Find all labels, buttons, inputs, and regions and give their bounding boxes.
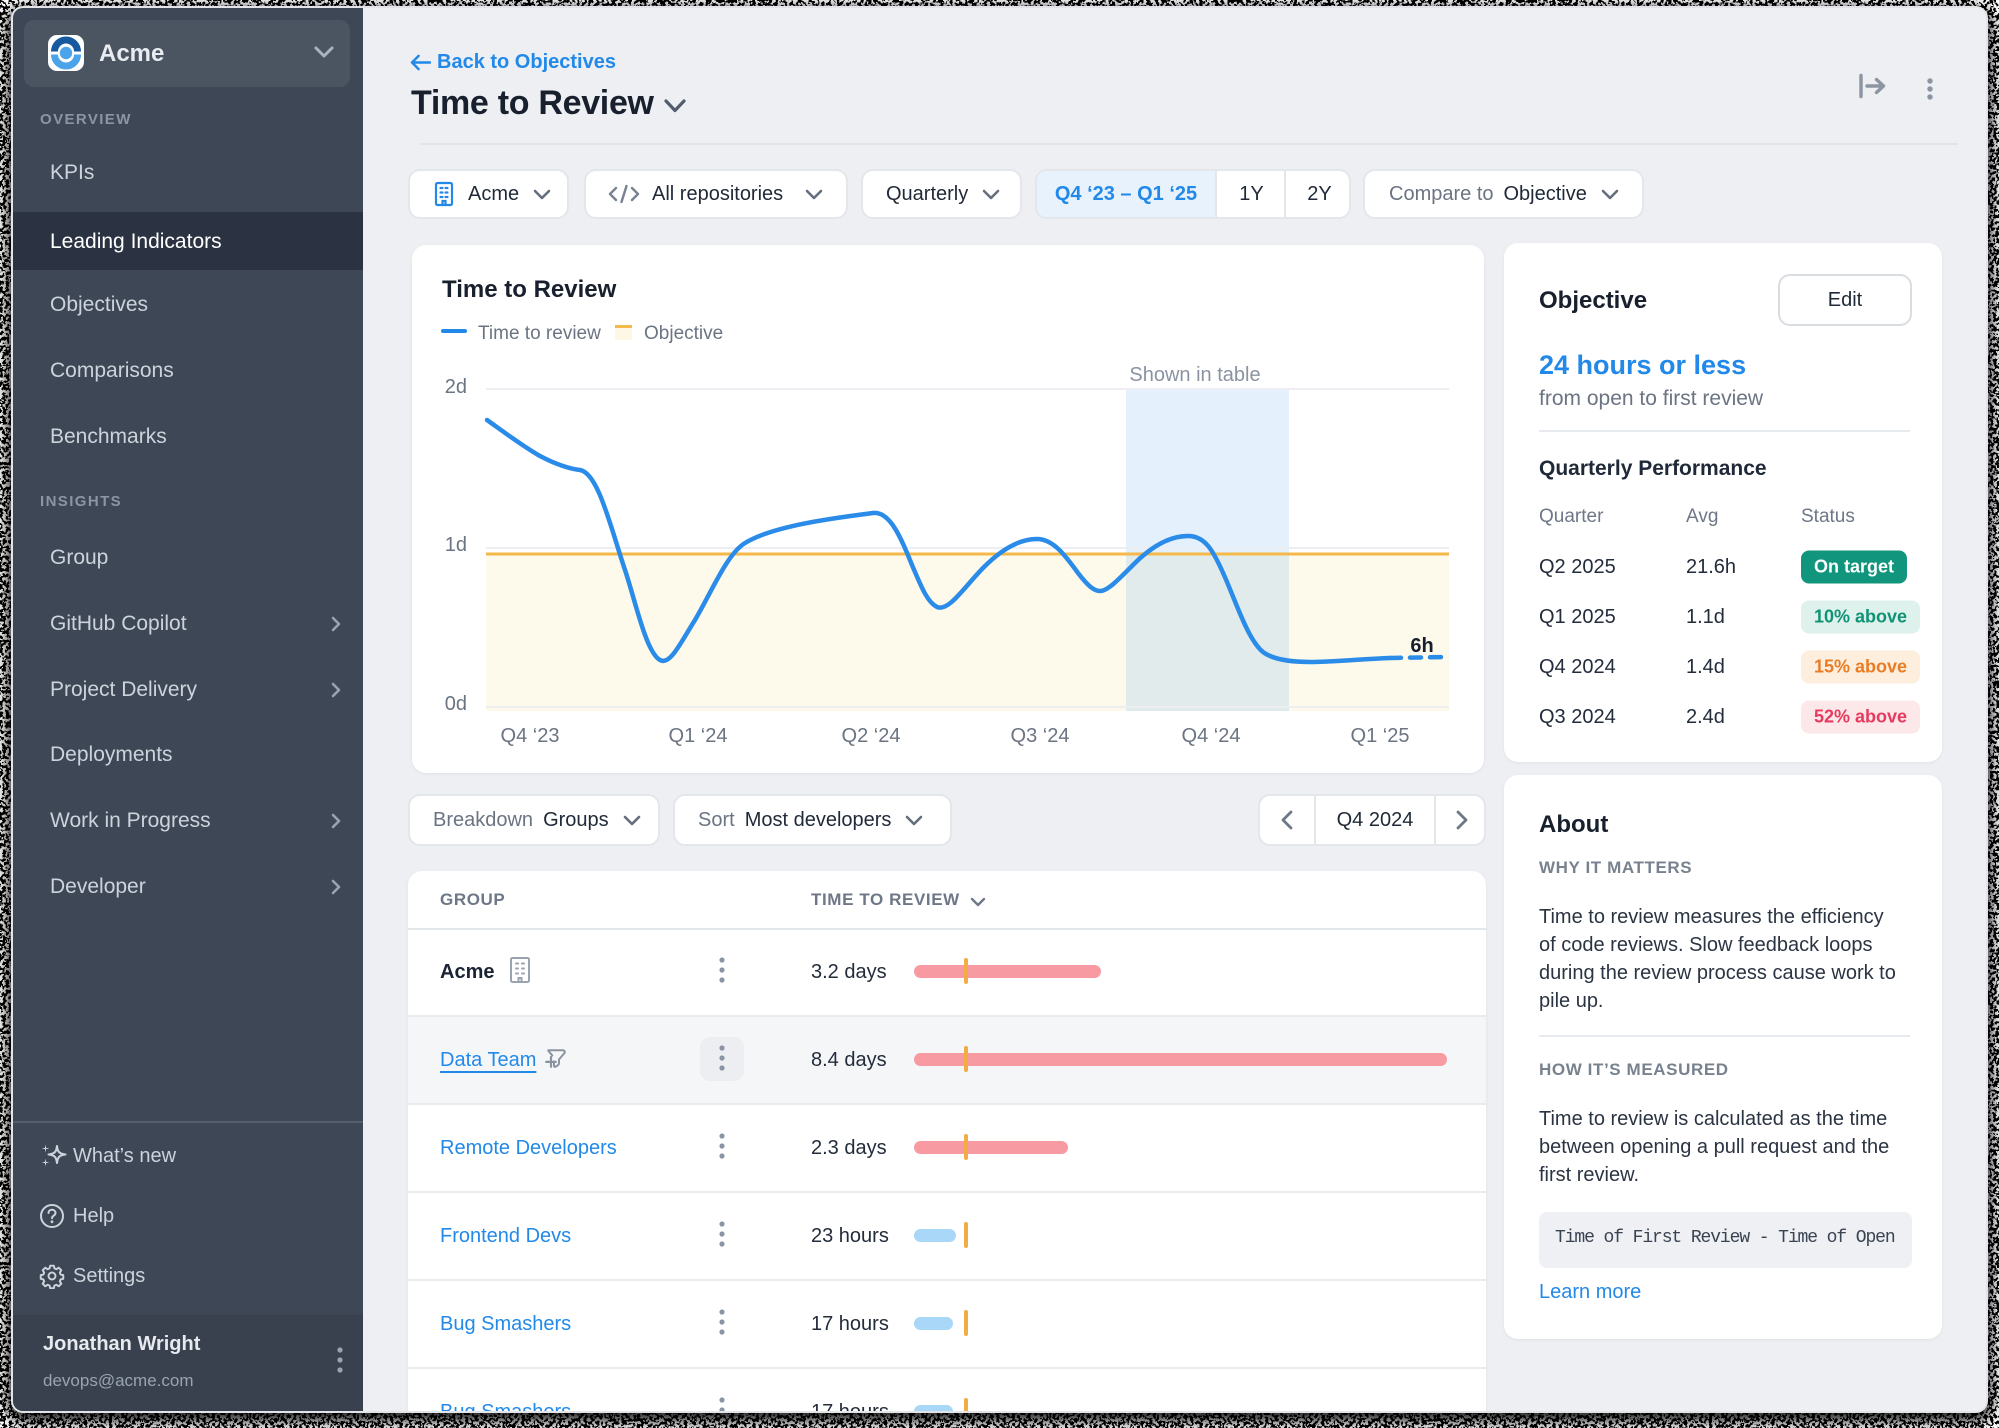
svg-text:6h: 6h: [1410, 635, 1433, 657]
svg-text:Q2 ‘24: Q2 ‘24: [842, 725, 901, 747]
svg-text:Q3 ‘24: Q3 ‘24: [1011, 725, 1070, 747]
svg-text:Q4 ‘24: Q4 ‘24: [1182, 725, 1241, 747]
svg-text:Shown in table: Shown in table: [1129, 364, 1260, 386]
svg-text:Q1 ‘25: Q1 ‘25: [1351, 725, 1410, 747]
svg-text:Q4 ‘23: Q4 ‘23: [501, 725, 560, 747]
svg-text:0d: 0d: [445, 693, 467, 715]
svg-text:1d: 1d: [445, 534, 467, 556]
svg-text:2d: 2d: [445, 376, 467, 398]
svg-text:Q1 ‘24: Q1 ‘24: [669, 725, 728, 747]
